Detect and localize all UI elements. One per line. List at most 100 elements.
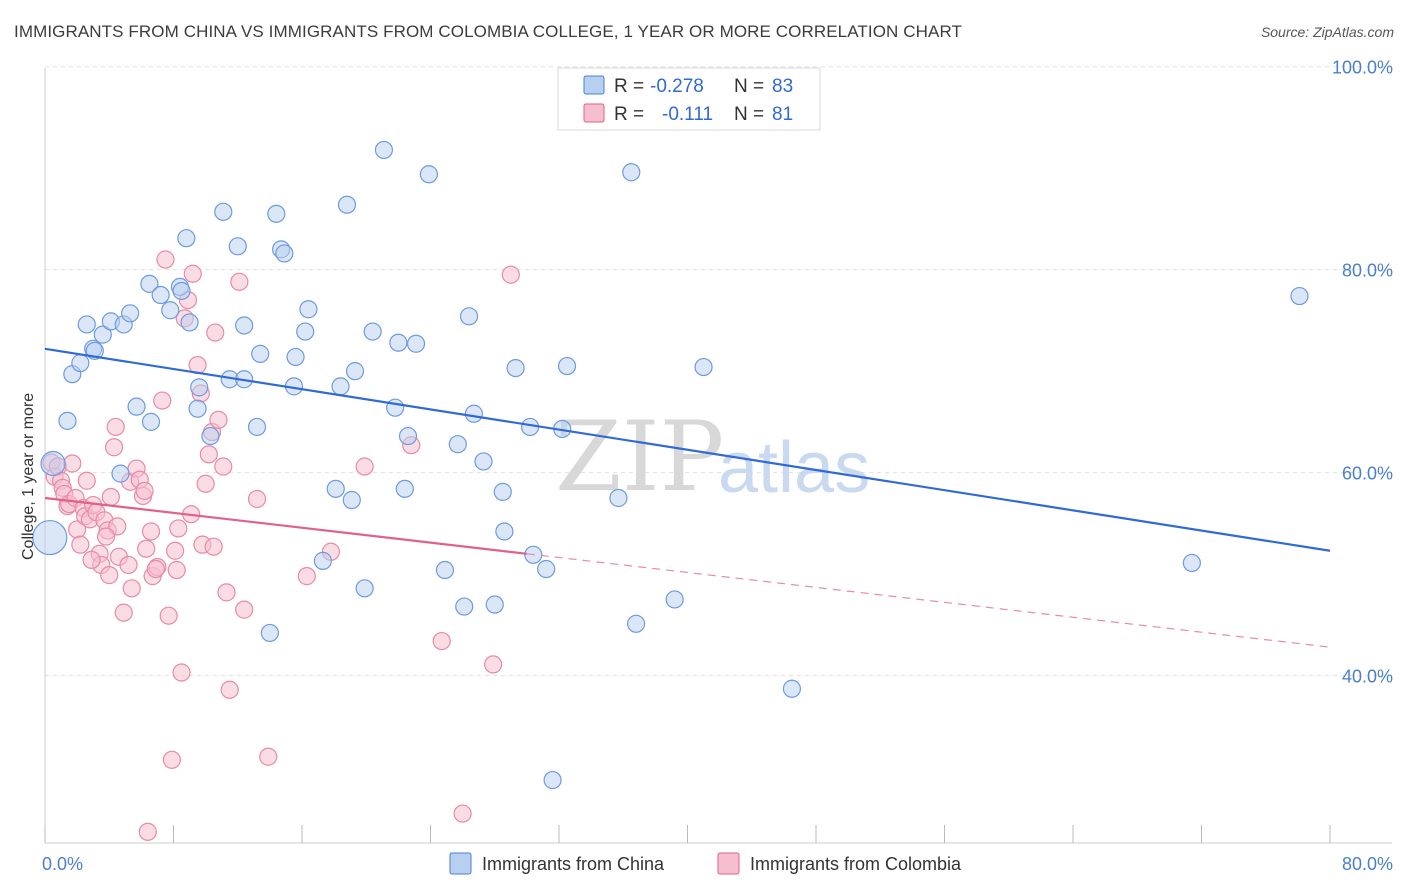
- colombia-point: [183, 264, 202, 283]
- colombia-point: [77, 471, 96, 490]
- china-point: [459, 307, 479, 326]
- watermark: ZIP atlas: [555, 401, 870, 513]
- y-tick-label-3: 40.0%: [1342, 667, 1393, 687]
- bottom-legend-label-china: Immigrants from China: [482, 854, 665, 874]
- colombia-point: [159, 606, 178, 625]
- y-axis-label: College, 1 year or more: [20, 393, 37, 560]
- china-point: [406, 334, 426, 353]
- china-point: [326, 479, 345, 498]
- x-tick-labels: 0.0% 80.0%: [42, 854, 1393, 874]
- x-tick-label-1: 80.0%: [1342, 854, 1393, 874]
- china-point: [398, 426, 418, 446]
- china-point: [121, 304, 140, 323]
- china-point: [626, 614, 646, 633]
- china-point: [161, 301, 180, 320]
- colombia-point: [196, 474, 215, 493]
- colombia-point: [108, 517, 127, 536]
- y-tick-labels: 100.0% 80.0% 60.0% 40.0%: [1332, 58, 1393, 687]
- colombia-point: [104, 438, 124, 457]
- china-point: [464, 404, 483, 423]
- legend-swatch-colombia: [583, 103, 605, 123]
- grid-lines: [45, 66, 1392, 677]
- china-point: [455, 597, 474, 616]
- china-point: [395, 479, 414, 498]
- colombia-point: [217, 583, 236, 602]
- colombia-point: [156, 250, 175, 269]
- trend-lines: [44, 347, 1331, 648]
- china-point: [485, 595, 504, 614]
- china-point: [313, 551, 332, 570]
- china-point: [419, 165, 438, 184]
- colombia-point: [235, 600, 254, 619]
- china-point: [495, 522, 514, 541]
- china-point: [172, 281, 191, 301]
- colombia-point: [141, 522, 161, 541]
- colombia-point: [63, 454, 82, 473]
- colombia-point: [114, 603, 133, 622]
- colombia-point: [135, 481, 154, 500]
- colombia-point: [167, 560, 186, 580]
- colombia-point: [209, 410, 228, 429]
- china-point: [363, 322, 382, 341]
- china-point: [386, 398, 405, 417]
- china-point: [782, 679, 802, 698]
- colombia-point: [453, 804, 472, 823]
- china-point: [127, 397, 146, 416]
- trend-line-colombia: [44, 496, 528, 555]
- china-point: [537, 559, 556, 579]
- legend-n-value-colombia: 81: [772, 104, 793, 125]
- china-point: [180, 313, 199, 332]
- china-point: [177, 229, 196, 248]
- colombia-point: [199, 445, 218, 464]
- bottom-legend-label-colombia: Immigrants from Colombia: [750, 854, 962, 874]
- china-point: [247, 417, 267, 437]
- colombia-point: [96, 527, 116, 546]
- china-point: [1290, 286, 1309, 306]
- chart-title: IMMIGRANTS FROM CHINA VS IMMIGRANTS FROM…: [14, 22, 962, 41]
- china-point: [557, 356, 577, 376]
- china-point: [228, 237, 247, 256]
- china-point: [188, 399, 207, 418]
- colombia-point: [153, 391, 172, 410]
- colombia-point: [138, 822, 157, 841]
- china-point: [337, 195, 357, 214]
- china-point: [355, 579, 374, 598]
- legend-n-label-china: N =: [734, 76, 764, 97]
- colombia-point: [162, 750, 181, 769]
- china-point: [251, 344, 270, 363]
- china-point: [77, 315, 96, 334]
- china-point: [506, 358, 525, 378]
- colombia-point: [106, 417, 125, 437]
- legend-swatch-china: [583, 75, 605, 95]
- trend-line-china: [44, 347, 1331, 552]
- y-tick-label-2: 60.0%: [1342, 464, 1393, 484]
- colombia-point: [172, 663, 191, 682]
- colombia-point: [166, 541, 185, 560]
- china-point: [435, 560, 455, 580]
- colombia-point: [230, 272, 249, 291]
- china-point: [71, 353, 90, 373]
- china-point: [374, 140, 394, 160]
- colombia-point: [259, 747, 278, 766]
- china-point: [140, 274, 159, 293]
- china-point: [448, 435, 467, 454]
- bottom-legend: Immigrants from China Immigrants from Co…: [449, 852, 962, 875]
- legend-r-value-colombia: -0.111: [662, 104, 713, 125]
- legend-n-label-colombia: N =: [734, 104, 764, 125]
- colombia-point: [100, 566, 119, 585]
- china-point: [111, 464, 130, 483]
- colombia-point: [146, 559, 165, 579]
- colombia-point: [137, 539, 156, 558]
- colombia-point: [119, 555, 138, 575]
- china-point: [286, 347, 305, 367]
- colombia-point: [214, 457, 233, 476]
- legend-r-value-china: -0.278: [650, 76, 704, 97]
- top-legend: R = -0.278 N = 83 R = -0.111 N = 81: [557, 67, 821, 131]
- bottom-legend-swatch-china: [449, 852, 472, 875]
- colombia-point: [206, 323, 225, 342]
- colombia-point: [82, 550, 101, 569]
- china-point: [235, 316, 254, 335]
- china-point: [665, 590, 684, 609]
- legend-r-label-china: R =: [614, 76, 644, 97]
